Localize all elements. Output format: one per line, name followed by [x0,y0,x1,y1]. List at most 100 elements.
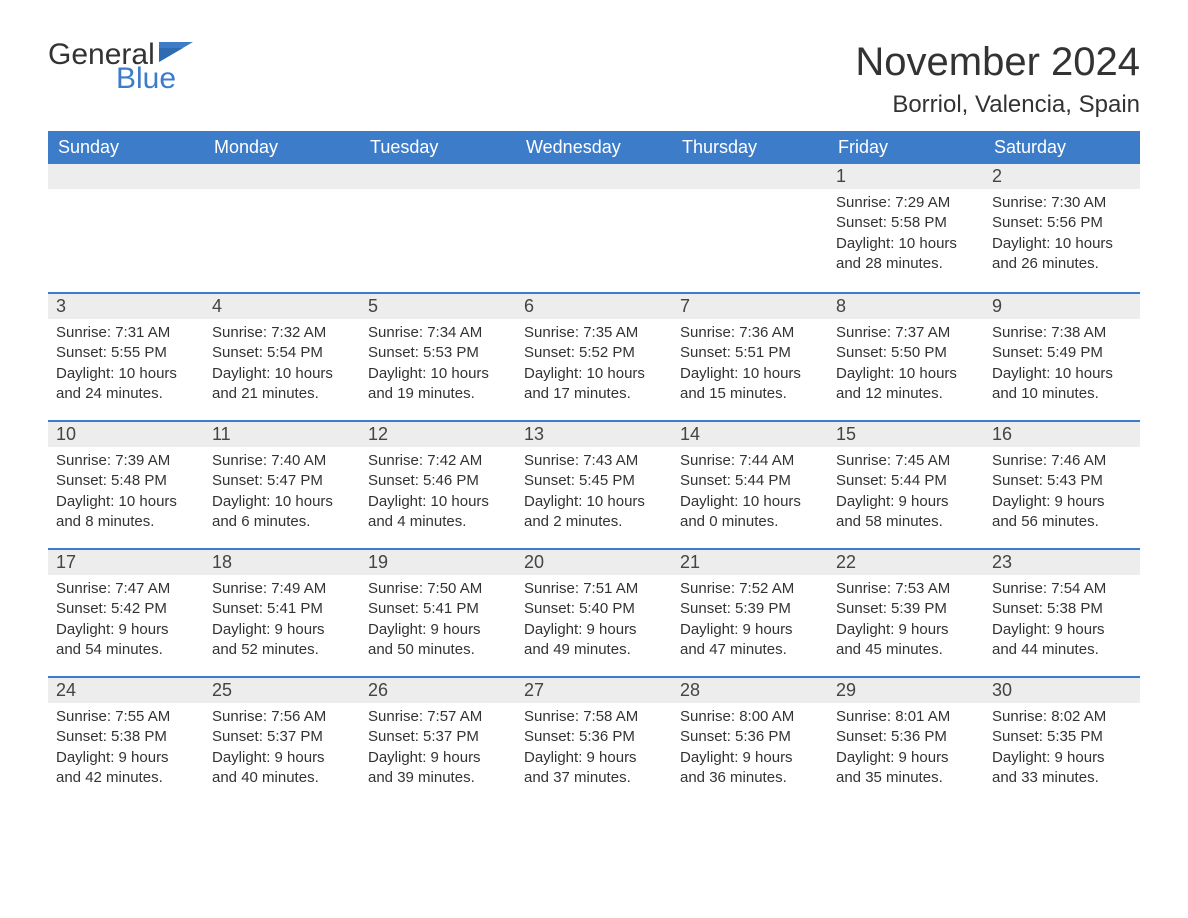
day-body: Sunrise: 7:58 AMSunset: 5:36 PMDaylight:… [516,703,672,798]
day-number-empty [360,164,516,189]
day-number: 16 [984,420,1140,447]
day-number-empty [204,164,360,189]
calendar-row: 24Sunrise: 7:55 AMSunset: 5:38 PMDayligh… [48,676,1140,804]
sunrise-text: Sunrise: 7:30 AM [992,193,1132,213]
weekday-header: Sunday [48,131,204,164]
calendar-cell: 22Sunrise: 7:53 AMSunset: 5:39 PMDayligh… [828,548,984,676]
daylight-text: Daylight: 10 hours and 12 minutes. [836,364,976,405]
day-number: 18 [204,548,360,575]
sunset-text: Sunset: 5:58 PM [836,213,976,233]
calendar-cell: 17Sunrise: 7:47 AMSunset: 5:42 PMDayligh… [48,548,204,676]
calendar-cell: 6Sunrise: 7:35 AMSunset: 5:52 PMDaylight… [516,292,672,420]
sunset-text: Sunset: 5:44 PM [680,471,820,491]
sunset-text: Sunset: 5:36 PM [524,727,664,747]
sunrise-text: Sunrise: 7:43 AM [524,451,664,471]
calendar-cell [48,164,204,292]
day-number: 17 [48,548,204,575]
sunrise-text: Sunrise: 7:57 AM [368,707,508,727]
daylight-text: Daylight: 10 hours and 28 minutes. [836,234,976,275]
sunrise-text: Sunrise: 7:53 AM [836,579,976,599]
daylight-text: Daylight: 10 hours and 6 minutes. [212,492,352,533]
weekday-header-row: Sunday Monday Tuesday Wednesday Thursday… [48,131,1140,164]
sunrise-text: Sunrise: 7:42 AM [368,451,508,471]
calendar-cell: 21Sunrise: 7:52 AMSunset: 5:39 PMDayligh… [672,548,828,676]
sunrise-text: Sunrise: 7:38 AM [992,323,1132,343]
day-number: 10 [48,420,204,447]
weekday-header: Monday [204,131,360,164]
day-body: Sunrise: 7:50 AMSunset: 5:41 PMDaylight:… [360,575,516,670]
daylight-text: Daylight: 9 hours and 33 minutes. [992,748,1132,789]
daylight-text: Daylight: 9 hours and 45 minutes. [836,620,976,661]
sunset-text: Sunset: 5:48 PM [56,471,196,491]
sunrise-text: Sunrise: 7:45 AM [836,451,976,471]
daylight-text: Daylight: 9 hours and 37 minutes. [524,748,664,789]
sunset-text: Sunset: 5:45 PM [524,471,664,491]
day-number: 11 [204,420,360,447]
calendar-body: 1Sunrise: 7:29 AMSunset: 5:58 PMDaylight… [48,164,1140,804]
daylight-text: Daylight: 10 hours and 8 minutes. [56,492,196,533]
day-number: 12 [360,420,516,447]
daylight-text: Daylight: 10 hours and 0 minutes. [680,492,820,533]
day-body: Sunrise: 7:45 AMSunset: 5:44 PMDaylight:… [828,447,984,542]
daylight-text: Daylight: 10 hours and 24 minutes. [56,364,196,405]
daylight-text: Daylight: 10 hours and 4 minutes. [368,492,508,533]
weekday-header: Thursday [672,131,828,164]
daylight-text: Daylight: 10 hours and 21 minutes. [212,364,352,405]
day-number: 8 [828,292,984,319]
daylight-text: Daylight: 9 hours and 50 minutes. [368,620,508,661]
sunset-text: Sunset: 5:55 PM [56,343,196,363]
day-body: Sunrise: 8:02 AMSunset: 5:35 PMDaylight:… [984,703,1140,798]
day-body: Sunrise: 7:42 AMSunset: 5:46 PMDaylight:… [360,447,516,542]
day-body: Sunrise: 7:35 AMSunset: 5:52 PMDaylight:… [516,319,672,414]
sunrise-text: Sunrise: 7:39 AM [56,451,196,471]
day-number: 24 [48,676,204,703]
sunrise-text: Sunrise: 7:58 AM [524,707,664,727]
calendar-cell: 12Sunrise: 7:42 AMSunset: 5:46 PMDayligh… [360,420,516,548]
day-number: 1 [828,164,984,189]
sunrise-text: Sunrise: 8:01 AM [836,707,976,727]
calendar-row: 10Sunrise: 7:39 AMSunset: 5:48 PMDayligh… [48,420,1140,548]
title-block: November 2024 Borriol, Valencia, Spain [855,40,1140,119]
day-number: 23 [984,548,1140,575]
day-number: 29 [828,676,984,703]
sunrise-text: Sunrise: 7:55 AM [56,707,196,727]
sunrise-text: Sunrise: 7:31 AM [56,323,196,343]
day-body: Sunrise: 7:29 AMSunset: 5:58 PMDaylight:… [828,189,984,284]
day-number-empty [48,164,204,189]
calendar-cell: 7Sunrise: 7:36 AMSunset: 5:51 PMDaylight… [672,292,828,420]
calendar-cell: 20Sunrise: 7:51 AMSunset: 5:40 PMDayligh… [516,548,672,676]
calendar-cell: 5Sunrise: 7:34 AMSunset: 5:53 PMDaylight… [360,292,516,420]
calendar-row: 1Sunrise: 7:29 AMSunset: 5:58 PMDaylight… [48,164,1140,292]
day-body: Sunrise: 8:01 AMSunset: 5:36 PMDaylight:… [828,703,984,798]
sunset-text: Sunset: 5:41 PM [368,599,508,619]
calendar-cell: 28Sunrise: 8:00 AMSunset: 5:36 PMDayligh… [672,676,828,804]
calendar-table: Sunday Monday Tuesday Wednesday Thursday… [48,131,1140,804]
sunrise-text: Sunrise: 7:32 AM [212,323,352,343]
sunset-text: Sunset: 5:39 PM [836,599,976,619]
sunset-text: Sunset: 5:41 PM [212,599,352,619]
weekday-header: Tuesday [360,131,516,164]
daylight-text: Daylight: 10 hours and 19 minutes. [368,364,508,405]
day-number: 14 [672,420,828,447]
calendar-cell: 29Sunrise: 8:01 AMSunset: 5:36 PMDayligh… [828,676,984,804]
daylight-text: Daylight: 10 hours and 2 minutes. [524,492,664,533]
day-body: Sunrise: 7:44 AMSunset: 5:44 PMDaylight:… [672,447,828,542]
calendar-cell: 15Sunrise: 7:45 AMSunset: 5:44 PMDayligh… [828,420,984,548]
day-number: 13 [516,420,672,447]
sunrise-text: Sunrise: 7:52 AM [680,579,820,599]
day-number: 2 [984,164,1140,189]
daylight-text: Daylight: 9 hours and 56 minutes. [992,492,1132,533]
weekday-header: Wednesday [516,131,672,164]
day-number: 28 [672,676,828,703]
daylight-text: Daylight: 10 hours and 15 minutes. [680,364,820,405]
day-number: 3 [48,292,204,319]
sunset-text: Sunset: 5:54 PM [212,343,352,363]
day-body: Sunrise: 8:00 AMSunset: 5:36 PMDaylight:… [672,703,828,798]
sunset-text: Sunset: 5:42 PM [56,599,196,619]
day-number: 21 [672,548,828,575]
sunrise-text: Sunrise: 7:40 AM [212,451,352,471]
day-number: 19 [360,548,516,575]
sunset-text: Sunset: 5:53 PM [368,343,508,363]
sunrise-text: Sunrise: 7:54 AM [992,579,1132,599]
day-number: 26 [360,676,516,703]
